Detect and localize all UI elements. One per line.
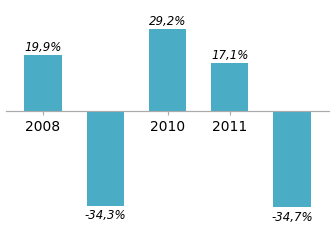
Text: -34,7%: -34,7% bbox=[271, 210, 313, 223]
Bar bbox=[211, 64, 249, 111]
Text: 19,9%: 19,9% bbox=[24, 41, 62, 54]
Text: 17,1%: 17,1% bbox=[211, 48, 249, 62]
Bar bbox=[86, 111, 124, 206]
Text: -34,3%: -34,3% bbox=[84, 209, 126, 222]
Text: 29,2%: 29,2% bbox=[149, 15, 186, 28]
Bar bbox=[24, 56, 62, 111]
Bar bbox=[273, 111, 311, 208]
Bar bbox=[149, 30, 186, 111]
